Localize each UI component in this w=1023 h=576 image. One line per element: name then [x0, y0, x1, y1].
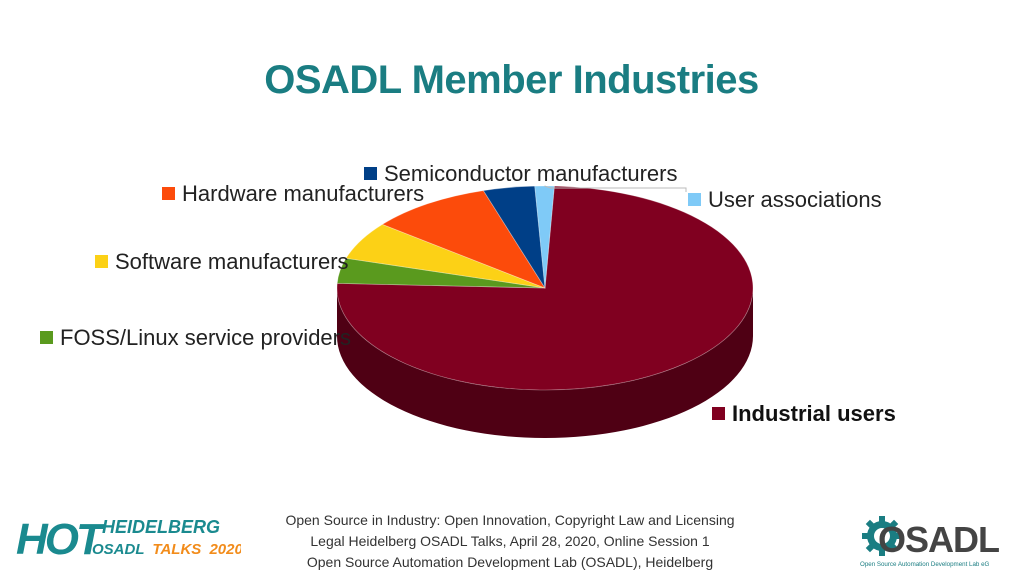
- hot-logo-line-2: OSADL TALKS 2020: [92, 541, 241, 558]
- hot-logo-talks: TALKS: [152, 541, 201, 558]
- pie-slice-hardware-manufacturers: [381, 190, 546, 289]
- osadl-tagline: Open Source Automation Development Lab e…: [860, 561, 990, 568]
- footer-line-1: Open Source in Industry: Open Innovation…: [285, 512, 735, 528]
- pie-slice-foss-linux-service-providers: [336, 257, 546, 289]
- hot-logo-osadl: OSADL: [92, 541, 144, 558]
- legend-label-industrial-users: Industrial users: [732, 401, 896, 426]
- hot-logo-mark: HOT: [16, 515, 106, 562]
- hot-logo-line-1: HEIDELBERG: [102, 517, 220, 537]
- footer: Open Source in Industry: Open Innovation…: [240, 510, 780, 573]
- legend-label-software-manufacturers: Software manufacturers: [115, 249, 349, 274]
- legend-label-foss-linux-service-providers: FOSS/Linux service providers: [60, 325, 351, 350]
- legend-label-semiconductor-manufacturers: Semiconductor manufacturers: [384, 161, 677, 186]
- leader-line-user-associations: [544, 185, 687, 192]
- gear-icon: [862, 516, 902, 556]
- legend-swatch-foss-linux-service-providers: [40, 331, 53, 344]
- legend-swatch-semiconductor-manufacturers: [364, 167, 377, 180]
- legend-swatch-industrial-users: [712, 407, 725, 420]
- pie-legend: Industrial users FOSS/Linux service provi…: [40, 161, 896, 426]
- pie-leader-lines: [544, 185, 687, 192]
- osadl-wordmark: OSADL: [878, 519, 999, 560]
- hot-talks-logo: HOT HEIDELBERG OSADL TALKS 2020: [16, 515, 241, 562]
- hot-logo-year: 2020: [208, 541, 241, 558]
- legend-label-user-associations: User associations: [708, 187, 882, 212]
- footer-line-3: Open Source Automation Development Lab (…: [306, 554, 714, 570]
- pie-chart: Industrial users FOSS/Linux service provi…: [40, 161, 896, 438]
- footer-line-2: Legal Heidelberg OSADL Talks, April 28, …: [310, 533, 710, 549]
- legend-label-hardware-manufacturers: Hardware manufacturers: [182, 181, 424, 206]
- pie-side-industrial-users: [337, 288, 753, 438]
- legend-swatch-user-associations: [688, 193, 701, 206]
- pie-top: [336, 185, 754, 391]
- page-title: OSADL Member Industries: [264, 58, 759, 102]
- pie-slice-industrial-users: [336, 185, 754, 391]
- legend-swatch-software-manufacturers: [95, 255, 108, 268]
- pie-depth: [337, 288, 753, 438]
- pie-slice-software-manufacturers: [345, 223, 546, 289]
- osadl-logo: OSADL Open Source Automation Development…: [860, 516, 1000, 568]
- legend-swatch-hardware-manufacturers: [162, 187, 175, 200]
- pie-slice-semiconductor-manufacturers: [482, 185, 546, 289]
